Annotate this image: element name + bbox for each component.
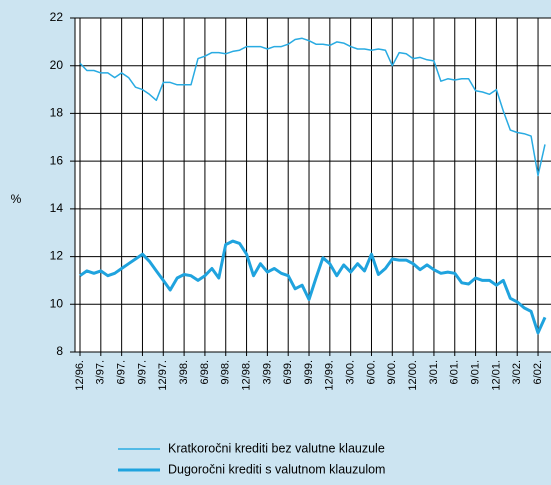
x-tick-label: 6/02.: [532, 360, 544, 384]
legend-label: Dugoročni krediti s valutnom klauzulom: [168, 462, 385, 476]
x-tick-label: 12/98.: [240, 360, 252, 391]
x-tick-label: 3/99.: [261, 360, 273, 384]
x-tick-label: 6/97.: [116, 360, 128, 384]
plot-area: [75, 18, 551, 352]
x-tick-label: 12/97.: [157, 360, 169, 391]
x-tick-label: 3/97.: [95, 360, 107, 384]
x-tick-label: 9/98.: [220, 360, 232, 384]
x-tick-label: 6/99.: [282, 360, 294, 384]
x-tick-label: 9/01.: [469, 360, 481, 384]
series-line: [79, 239, 547, 335]
x-tick-label: 6/98.: [199, 360, 211, 384]
y-tick-label: 16: [50, 153, 64, 167]
x-tick-label: 3/01.: [428, 360, 440, 384]
x-tick-label: 9/00.: [386, 360, 398, 384]
y-axis-label: %: [11, 192, 22, 206]
x-tick-label: 3/02.: [511, 360, 523, 384]
y-tick-label: 10: [50, 296, 64, 310]
y-tick-label: 14: [50, 201, 64, 215]
x-tick-label: 6/01.: [449, 360, 461, 384]
legend-label: Kratkoročni krediti bez valutne klauzule: [168, 441, 385, 455]
y-tick-label: 22: [50, 10, 64, 24]
y-tick-label: 8: [56, 344, 63, 358]
y-tick-label: 18: [50, 106, 64, 120]
x-tick-label: 9/97.: [136, 360, 148, 384]
x-tick-label: 12/99.: [324, 360, 336, 391]
y-tick-label: 12: [50, 249, 64, 263]
x-tick-label: 3/98.: [178, 360, 190, 384]
x-tick-label: 3/00.: [345, 360, 357, 384]
series-line: [79, 37, 546, 177]
x-tick-label: 6/00.: [365, 360, 377, 384]
x-tick-label: 9/99.: [303, 360, 315, 384]
x-tick-label: 12/01.: [490, 360, 502, 391]
y-tick-label: 20: [50, 58, 64, 72]
x-tick-label: 12/96.: [74, 360, 86, 391]
x-tick-label: 12/00.: [407, 360, 419, 391]
